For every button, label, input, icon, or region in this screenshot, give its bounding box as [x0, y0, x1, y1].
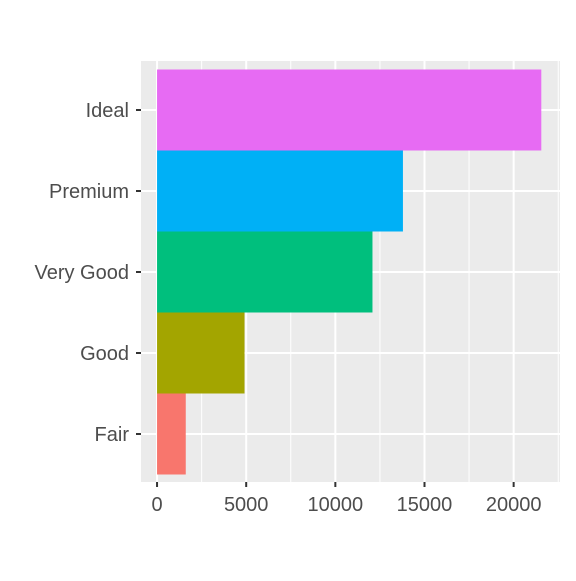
bar-good — [157, 312, 245, 394]
bar-premium — [157, 150, 403, 232]
y-tick-label: Premium — [49, 181, 129, 203]
x-tick-label: 5000 — [224, 494, 269, 516]
y-tick-label: Very Good — [34, 262, 129, 284]
x-tick-label: 15000 — [397, 494, 453, 516]
bar-ideal — [157, 69, 542, 151]
y-tick-label: Ideal — [86, 100, 129, 122]
x-axis: 0 5000 10000 15000 20000 — [151, 482, 541, 516]
bar-fair — [157, 393, 186, 475]
x-tick-label: 20000 — [486, 494, 542, 516]
y-tick-label: Good — [80, 343, 129, 365]
y-tick-label: Fair — [95, 424, 130, 446]
bars-group — [157, 69, 542, 475]
bar-very-good — [157, 231, 373, 313]
x-tick-label: 0 — [151, 494, 162, 516]
x-tick-label: 10000 — [308, 494, 364, 516]
y-axis: Fair Good Very Good Premium Ideal — [34, 100, 141, 446]
